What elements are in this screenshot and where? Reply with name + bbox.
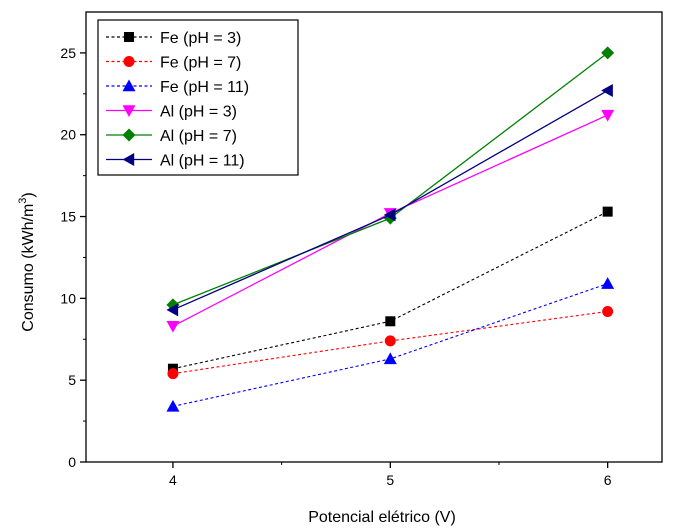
y-tick-label: 5	[68, 372, 76, 388]
y-tick-label: 10	[60, 290, 76, 306]
series-layer	[166, 46, 615, 412]
data-point	[601, 277, 615, 289]
legend: Fe (pH = 3) Fe (pH = 7) Fe (pH = 11) Al (pH…	[97, 19, 299, 176]
data-point	[166, 320, 180, 333]
legend-item: Al (pH = 3)	[106, 104, 237, 121]
ticks-layer: 4 5 6 0 5 10 15 20 25	[60, 45, 611, 488]
y-tick-label: 25	[60, 45, 76, 61]
legend-label: Fe (pH = 7)	[160, 55, 241, 72]
data-point	[383, 352, 397, 365]
legend-item: Al (pH = 11)	[106, 153, 245, 170]
legend-item: Al (pH = 7)	[106, 128, 237, 145]
data-point	[601, 109, 615, 122]
x-tick-label: 4	[169, 472, 177, 488]
y-axis-label-superscript: 3	[17, 198, 29, 204]
series-3	[166, 277, 615, 412]
data-point	[166, 399, 180, 412]
series-2	[167, 305, 614, 380]
legend-item: Fe (pH = 11)	[106, 79, 249, 96]
y-axis-label-main: Consumo (kWh/m	[20, 204, 37, 332]
legend-marker	[122, 105, 136, 117]
y-axis-label-end: )	[20, 192, 37, 197]
legend-marker	[122, 128, 136, 142]
legend-label: Fe (pH = 11)	[160, 79, 249, 96]
data-point	[601, 84, 613, 98]
data-point	[602, 206, 613, 217]
data-point	[166, 303, 179, 317]
x-tick-label: 5	[386, 472, 394, 488]
data-point	[383, 208, 396, 222]
legend-label: Al (pH = 3)	[160, 104, 237, 121]
legend-item: Fe (pH = 7)	[106, 55, 241, 72]
series-6	[166, 84, 613, 317]
y-tick-label: 20	[60, 127, 76, 143]
data-point	[602, 305, 614, 317]
data-point	[385, 316, 396, 327]
y-tick-label: 0	[68, 454, 76, 470]
x-axis-label: Potencial elétrico (V)	[308, 509, 456, 526]
x-tick-label: 6	[604, 472, 612, 488]
plot-frame	[85, 11, 663, 463]
plot-area-border	[85, 11, 663, 463]
legend-label: Fe (pH = 3)	[160, 30, 241, 47]
legend-marker	[122, 79, 136, 92]
data-point	[167, 368, 179, 380]
legend-label: Al (pH = 7)	[160, 128, 237, 145]
legend-box	[97, 19, 299, 176]
legend-marker	[123, 56, 135, 67]
series-line	[172, 310, 608, 375]
legend-marker	[124, 32, 134, 42]
legend-item: Fe (pH = 3)	[106, 30, 241, 47]
y-axis-label: Consumo (kWh/m3)	[17, 192, 37, 331]
data-point	[384, 335, 396, 347]
y-tick-label: 15	[60, 209, 76, 225]
legend-label: Al (pH = 11)	[160, 153, 245, 170]
legend-marker	[122, 153, 135, 166]
data-point	[601, 46, 615, 60]
